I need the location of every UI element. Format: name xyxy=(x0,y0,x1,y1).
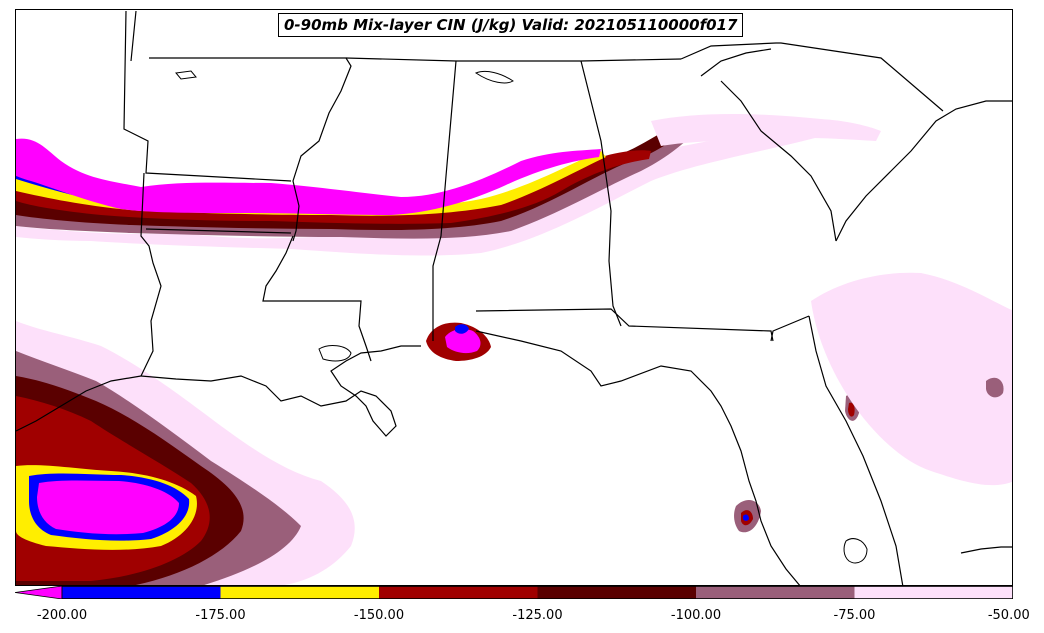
border-ga-fl xyxy=(770,315,810,342)
coast-fl-gulf xyxy=(475,330,801,585)
lake-ok xyxy=(175,70,197,80)
colorbar-tick-label: -75.00 xyxy=(833,608,876,623)
colorbar-tick-label: -125.00 xyxy=(512,608,563,623)
colorbar-tick-label: -50.00 xyxy=(987,608,1030,623)
colorbar-tick-label: -100.00 xyxy=(670,608,722,623)
border-tx-la xyxy=(140,172,162,377)
border-al-fl xyxy=(475,308,774,342)
colorbar-extend-arrow xyxy=(15,586,63,599)
map-panel xyxy=(15,9,1013,586)
border-ar-la xyxy=(145,228,292,234)
coast-nc-outer xyxy=(960,546,1012,554)
border-ga-sc-river xyxy=(720,80,837,242)
political-borders xyxy=(16,10,1012,585)
border-al-ga xyxy=(580,60,622,327)
cin-field-atlantic xyxy=(811,272,1012,486)
lake-okeechobee xyxy=(843,538,868,564)
cin-spot-east-fl-core xyxy=(848,402,855,417)
lake-pontchartrain xyxy=(318,345,352,362)
coast-tx xyxy=(16,375,142,432)
colorbar-tick-label: -175.00 xyxy=(195,608,246,623)
border-la-ms xyxy=(262,235,372,362)
border-ar xyxy=(130,10,352,242)
cin-map xyxy=(16,10,1012,585)
cin-blob-mobile-magenta xyxy=(445,329,481,354)
border-ms-al xyxy=(432,60,457,341)
cin-blob-sw-magenta xyxy=(37,480,179,535)
lake-ar xyxy=(474,70,514,84)
map-title: 0-90mb Mix-layer CIN (J/kg) Valid: 20210… xyxy=(278,13,744,37)
cin-band-north-darkred xyxy=(16,119,771,231)
coast-atlantic xyxy=(835,100,1012,242)
lakes xyxy=(175,70,868,564)
cin-field-ga-light xyxy=(651,114,881,146)
colorbar-tick-label: -200.00 xyxy=(36,608,88,623)
colorbar xyxy=(15,586,1013,599)
border-ga-sc xyxy=(680,42,944,112)
colorbar-bin-darkred xyxy=(537,586,696,599)
colorbar-bin-lightpink xyxy=(854,586,1013,599)
cin-spot-tampa-blue xyxy=(743,514,749,521)
colorbar-bin-blue xyxy=(62,586,221,599)
colorbar-bin-red xyxy=(379,586,538,599)
coast-fl-east xyxy=(808,315,904,585)
colorbar-bin-mauve xyxy=(696,586,855,599)
border-ms-tn xyxy=(345,57,682,62)
border-ok-tx xyxy=(123,10,292,182)
colorbar-outline xyxy=(61,586,1013,599)
cin-field-atlantic-mauve xyxy=(986,377,1004,398)
colorbar-bin-yellow xyxy=(220,586,379,599)
cin-band-north-magenta xyxy=(16,138,601,215)
cin-blob-mobile-blue xyxy=(455,324,469,334)
coast-nc-upper xyxy=(700,48,772,77)
coast-la xyxy=(140,345,421,437)
colorbar-tick-label: -150.00 xyxy=(353,608,405,623)
